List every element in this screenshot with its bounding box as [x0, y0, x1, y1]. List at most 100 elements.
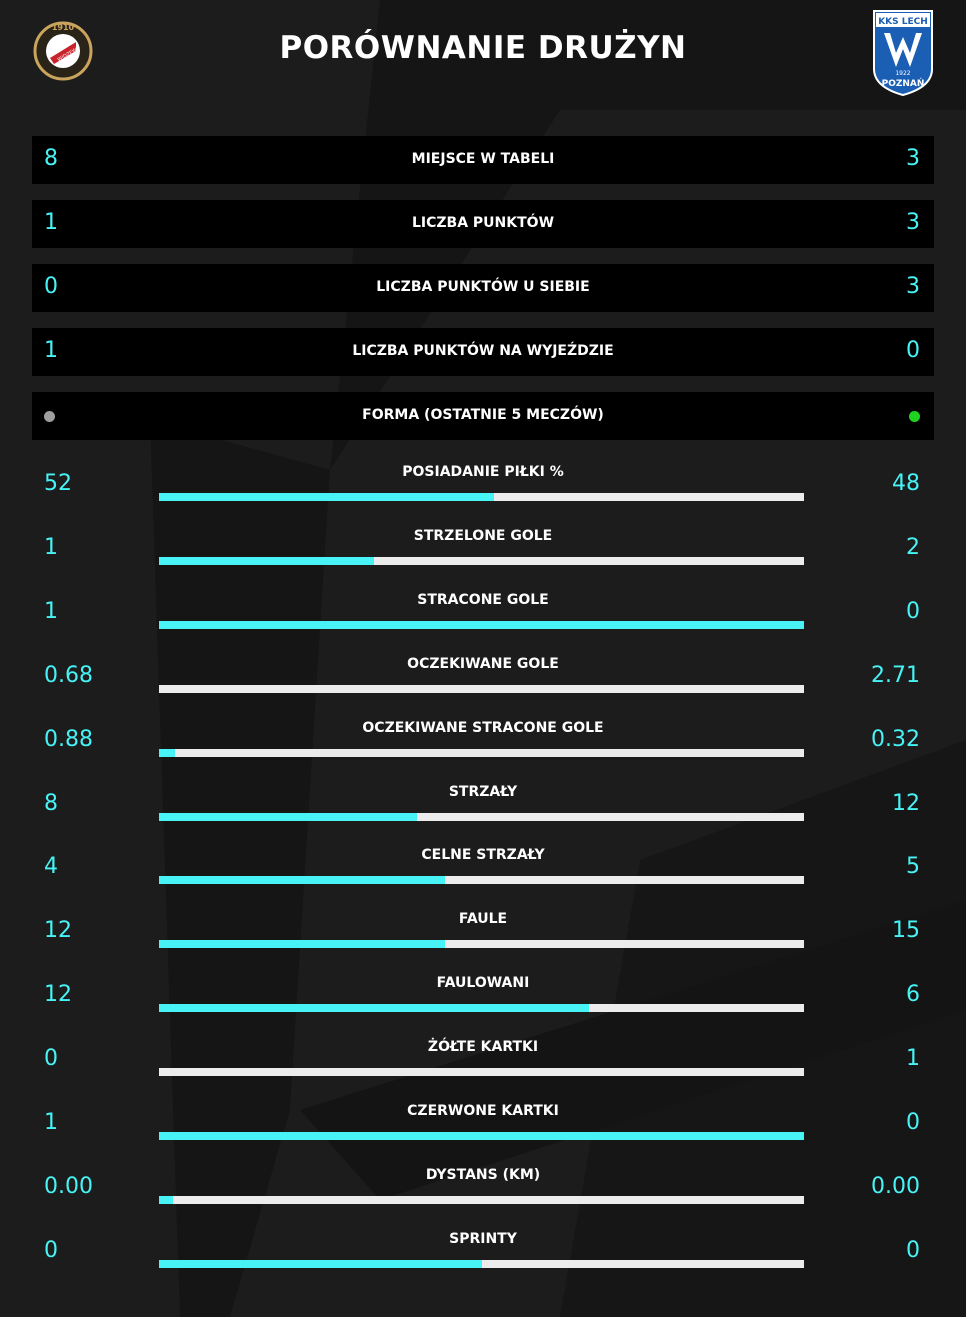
left-value: 0.88 — [44, 727, 93, 752]
left-value: 4 — [44, 854, 58, 879]
comparison-bar — [159, 1004, 804, 1012]
stat-label: OCZEKIWANE GOLE — [407, 656, 559, 672]
stat-row: 12 FAULE 15 — [32, 905, 934, 969]
comparison-bar-fill — [159, 1196, 174, 1204]
left-value: 0 — [44, 1046, 58, 1071]
widzew-logo: 1910 WIDZEW — [30, 18, 96, 84]
stat-label: STRZAŁY — [448, 784, 518, 800]
row-label: MIEJSCE W TABELI — [411, 151, 555, 167]
left-value: 1 — [44, 210, 58, 235]
left-value: 1 — [44, 535, 58, 560]
left-value: 12 — [44, 982, 72, 1007]
stat-label: FAULE — [458, 911, 508, 927]
right-value: 2 — [906, 535, 920, 560]
right-value: 0 — [906, 1238, 920, 1263]
comparison-bar-fill — [159, 813, 417, 821]
left-value: 1 — [44, 1110, 58, 1135]
left-value: 1 — [44, 599, 58, 624]
comparison-bar-fill — [159, 749, 176, 757]
comparison-bar — [159, 557, 804, 565]
comparison-bar — [159, 813, 804, 821]
right-value: 6 — [906, 982, 920, 1007]
stat-row: 0 SPRINTY 0 — [32, 1225, 934, 1289]
right-value: 0 — [906, 599, 920, 624]
stat-row: 8 STRZAŁY 12 — [32, 778, 934, 842]
left-value: 8 — [44, 791, 58, 816]
comparison-bar — [159, 621, 804, 629]
row-label: LICZBA PUNKTÓW NA WYJEŹDZIE — [352, 343, 614, 359]
right-value: 5 — [906, 854, 920, 879]
stat-row: 1 STRZELONE GOLE 2 — [32, 522, 934, 586]
right-value: 15 — [892, 918, 920, 943]
lech-poznan-logo: KKS LECH 1922 POZNAŃ — [872, 9, 934, 97]
left-value: 0 — [44, 274, 58, 299]
left-value: 0.68 — [44, 663, 93, 688]
left-value: 1 — [44, 338, 58, 363]
stat-row: 0.68 OCZEKIWANE GOLE 2.71 — [32, 650, 934, 714]
comparison-bar — [159, 1068, 804, 1076]
comparison-bar-fill — [159, 493, 495, 501]
comparison-bar-fill — [159, 876, 446, 884]
right-value: 12 — [892, 791, 920, 816]
right-value: 3 — [906, 274, 920, 299]
left-value: 52 — [44, 471, 72, 496]
table-row-away-points: 1 LICZBA PUNKTÓW NA WYJEŹDZIE 0 — [32, 328, 934, 376]
comparison-bar-fill — [159, 621, 804, 629]
stat-label: STRZELONE GOLE — [413, 528, 553, 544]
stat-label: DYSTANS (KM) — [425, 1167, 541, 1183]
comparison-bar — [159, 1260, 804, 1268]
table-row-position: 8 MIEJSCE W TABELI 3 — [32, 136, 934, 184]
logo-city-text: POZNAŃ — [882, 77, 925, 89]
left-value: 0 — [44, 1238, 58, 1263]
stat-row: 1 CZERWONE KARTKI 0 — [32, 1097, 934, 1161]
comparison-bar — [159, 940, 804, 948]
stat-label: OCZEKIWANE STRACONE GOLE — [362, 720, 604, 736]
stat-label: ŻÓŁTE KARTKI — [427, 1039, 539, 1055]
comparison-bar-fill — [159, 1004, 590, 1012]
comparison-bar-fill — [159, 940, 446, 948]
page-title: PORÓWNANIE DRUŻYN — [279, 30, 687, 66]
comparison-bar — [159, 1132, 804, 1140]
stat-label: FAULOWANI — [436, 975, 530, 991]
stat-row: 1 STRACONE GOLE 0 — [32, 586, 934, 650]
comparison-bar-fill — [159, 1260, 482, 1268]
comparison-bar — [159, 493, 804, 501]
logo-top-text: KKS LECH — [878, 17, 928, 27]
logo-year-text: 1922 — [895, 70, 910, 77]
comparison-bar — [159, 749, 804, 757]
comparison-bar-fill — [159, 557, 374, 565]
right-value: 3 — [906, 146, 920, 171]
row-label: FORMA (OSTATNIE 5 MECZÓW) — [362, 407, 604, 423]
left-value: 12 — [44, 918, 72, 943]
table-row-form: FORMA (OSTATNIE 5 MECZÓW) — [32, 392, 934, 440]
right-value: 0.32 — [871, 727, 920, 752]
row-label: LICZBA PUNKTÓW U SIEBIE — [376, 279, 590, 295]
stat-label: CZERWONE KARTKI — [407, 1103, 559, 1119]
stat-row: 52 POSIADANIE PIŁKI % 48 — [32, 458, 934, 522]
comparison-bar-fill — [159, 1132, 804, 1140]
left-value: 0.00 — [44, 1174, 93, 1199]
right-value: 2.71 — [871, 663, 920, 688]
right-value: 0.00 — [871, 1174, 920, 1199]
header: 1910 WIDZEW PORÓWNANIE DRUŻYN KKS LECH 1… — [0, 0, 966, 110]
stat-row: 0.88 OCZEKIWANE STRACONE GOLE 0.32 — [32, 714, 934, 778]
row-label: LICZBA PUNKTÓW — [411, 215, 555, 231]
right-value: 0 — [906, 1110, 920, 1135]
stat-label: STRACONE GOLE — [417, 592, 549, 608]
stat-label: SPRINTY — [449, 1231, 517, 1247]
comparison-bar — [159, 685, 804, 693]
stat-label: POSIADANIE PIŁKI % — [402, 464, 564, 480]
stat-row: 0 ŻÓŁTE KARTKI 1 — [32, 1033, 934, 1097]
comparison-bar — [159, 1196, 804, 1204]
grey-dot-icon — [44, 411, 55, 422]
right-value: 1 — [906, 1046, 920, 1071]
stat-row: 12 FAULOWANI 6 — [32, 969, 934, 1033]
stat-label: CELNE STRZAŁY — [421, 847, 545, 863]
left-value: 8 — [44, 146, 58, 171]
stat-row: 4 CELNE STRZAŁY 5 — [32, 841, 934, 905]
logo-year-text: 1910 — [52, 23, 75, 32]
stat-row: 0.00 DYSTANS (KM) 0.00 — [32, 1161, 934, 1225]
right-value: 3 — [906, 210, 920, 235]
right-value: 48 — [892, 471, 920, 496]
table-row-points: 1 LICZBA PUNKTÓW 3 — [32, 200, 934, 248]
